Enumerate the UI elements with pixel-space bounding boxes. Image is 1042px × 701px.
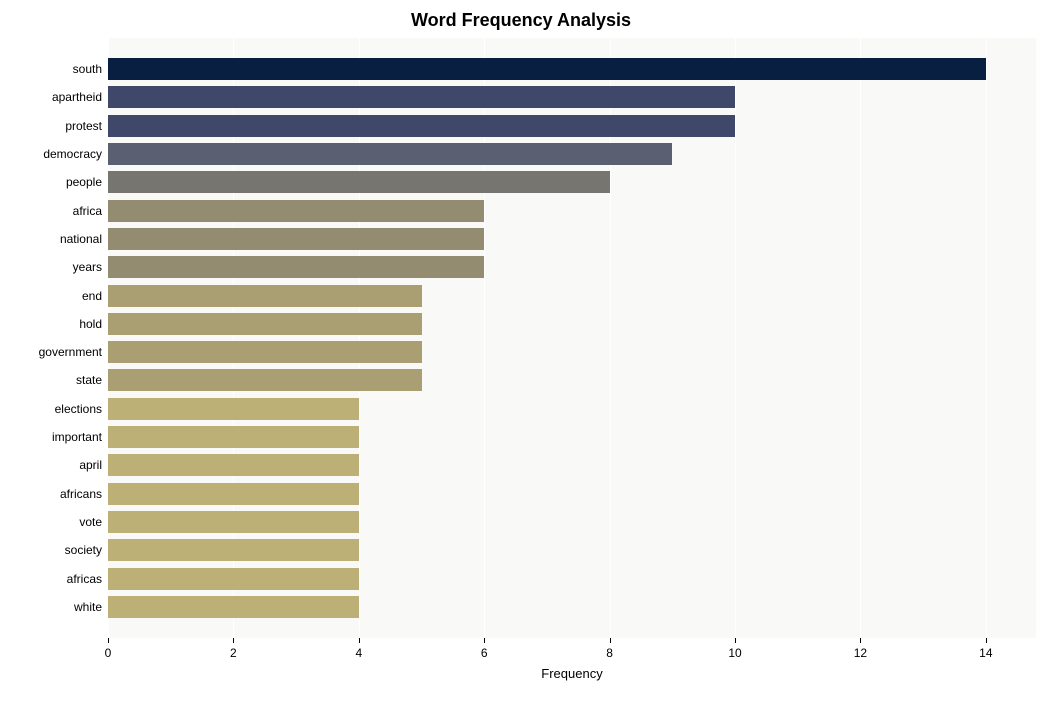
- x-tick: [610, 638, 611, 643]
- bar: [108, 285, 422, 307]
- y-label: apartheid: [52, 90, 102, 104]
- y-label: years: [73, 260, 102, 274]
- y-label: white: [74, 600, 102, 614]
- bar: [108, 341, 422, 363]
- gridline: [735, 38, 736, 638]
- bar: [108, 511, 359, 533]
- bar: [108, 171, 610, 193]
- x-tick: [484, 638, 485, 643]
- y-label: people: [66, 175, 102, 189]
- bar: [108, 426, 359, 448]
- x-tick-label: 8: [606, 646, 613, 660]
- y-label: state: [76, 373, 102, 387]
- y-label: africas: [67, 572, 102, 586]
- x-tick: [860, 638, 861, 643]
- x-axis-label: Frequency: [108, 666, 1036, 681]
- y-label: april: [79, 458, 102, 472]
- x-tick-label: 12: [854, 646, 867, 660]
- x-tick-label: 10: [728, 646, 741, 660]
- bar: [108, 398, 359, 420]
- y-label: hold: [79, 317, 102, 331]
- gridline: [986, 38, 987, 638]
- bar: [108, 568, 359, 590]
- chart-container: Word Frequency Analysis Frequency 0 2 4 6 8 1…: [0, 0, 1042, 701]
- bar: [108, 58, 986, 80]
- y-label: government: [39, 345, 102, 359]
- bar: [108, 256, 484, 278]
- y-label: africa: [73, 204, 102, 218]
- y-label: end: [82, 289, 102, 303]
- y-label: south: [73, 62, 102, 76]
- x-tick: [233, 638, 234, 643]
- y-label: important: [52, 430, 102, 444]
- y-label: elections: [55, 402, 102, 416]
- x-tick: [735, 638, 736, 643]
- y-label: africans: [60, 487, 102, 501]
- y-label: vote: [79, 515, 102, 529]
- y-label: society: [65, 543, 102, 557]
- bar: [108, 369, 422, 391]
- x-tick-label: 0: [105, 646, 112, 660]
- x-tick-label: 14: [979, 646, 992, 660]
- x-tick-label: 4: [355, 646, 362, 660]
- bar: [108, 200, 484, 222]
- plot-area: [108, 38, 1036, 638]
- y-label: democracy: [43, 147, 102, 161]
- gridline: [860, 38, 861, 638]
- x-tick: [108, 638, 109, 643]
- bar: [108, 143, 672, 165]
- x-tick: [359, 638, 360, 643]
- x-tick-label: 6: [481, 646, 488, 660]
- bar: [108, 596, 359, 618]
- bar: [108, 483, 359, 505]
- bar: [108, 454, 359, 476]
- bar: [108, 115, 735, 137]
- y-label: protest: [65, 119, 102, 133]
- bar: [108, 86, 735, 108]
- chart-title: Word Frequency Analysis: [0, 10, 1042, 31]
- y-label: national: [60, 232, 102, 246]
- bar: [108, 539, 359, 561]
- bar: [108, 313, 422, 335]
- bar: [108, 228, 484, 250]
- x-tick-label: 2: [230, 646, 237, 660]
- x-tick: [986, 638, 987, 643]
